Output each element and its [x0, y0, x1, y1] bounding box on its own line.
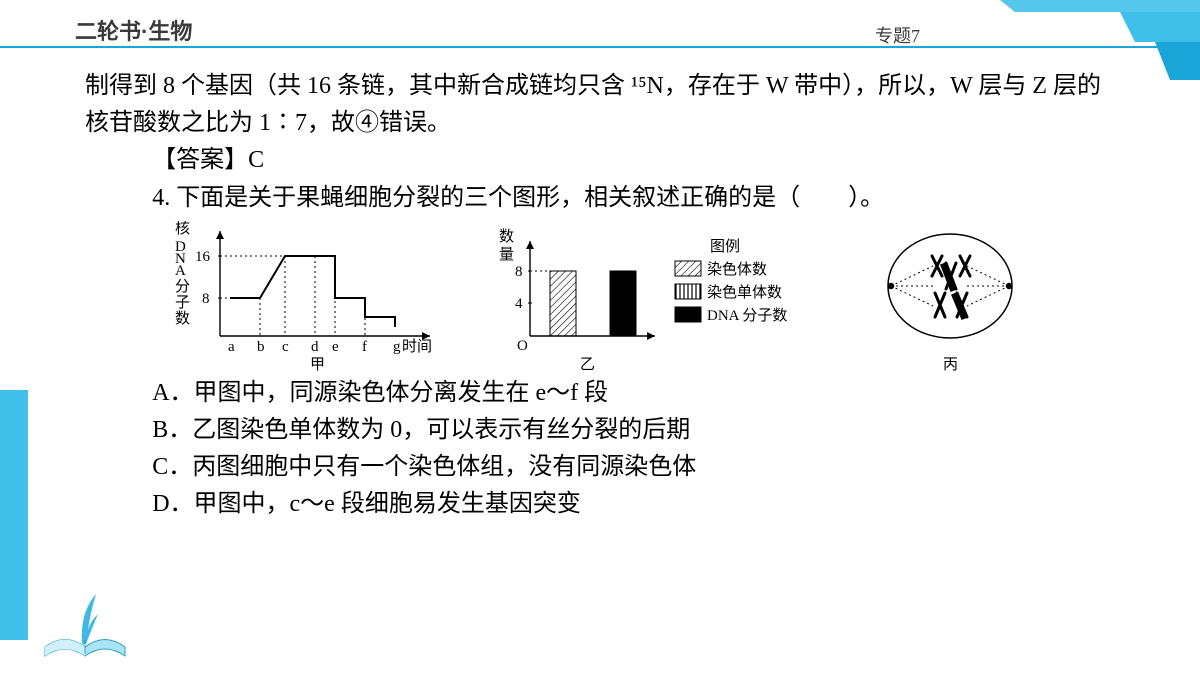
- svg-text:O: O: [517, 338, 528, 354]
- svg-text:染色单体数: 染色单体数: [707, 284, 782, 301]
- chart-jia: 核 DNA 分子数 16 8: [175, 221, 445, 371]
- option-b: B．乙图染色单体数为 0，可以表示有丝分裂的后期: [85, 412, 1115, 449]
- svg-text:a: a: [228, 339, 235, 355]
- option-d: D．甲图中，c～e 段细胞易发生基因突变: [85, 486, 1115, 523]
- svg-text:b: b: [257, 339, 265, 355]
- page-header: 二轮书·生物 专题7: [0, 0, 1200, 48]
- svg-text:丙: 丙: [943, 357, 958, 371]
- svg-text:e: e: [332, 339, 339, 355]
- svg-text:分: 分: [175, 278, 190, 295]
- svg-text:乙: 乙: [580, 357, 595, 371]
- svg-text:16: 16: [195, 249, 211, 265]
- topic-label: 专题7: [875, 22, 920, 48]
- chart-yi: 数量 8 4 O 图例 染色体数 染色单体数: [495, 221, 825, 371]
- diagram-bing: 丙: [875, 221, 1025, 371]
- svg-text:子: 子: [175, 294, 190, 311]
- option-a: A．甲图中，同源染色体分离发生在 e～f 段: [85, 375, 1115, 412]
- figure-row: 核 DNA 分子数 16 8: [175, 221, 1115, 371]
- svg-text:核: 核: [175, 221, 190, 237]
- option-c: C．丙图细胞中只有一个染色体组，没有同源染色体: [85, 449, 1115, 486]
- book-title: 二轮书·生物: [75, 14, 192, 46]
- answer-line: 【答案】C: [85, 142, 1115, 179]
- svg-text:数: 数: [499, 228, 514, 245]
- svg-text:数: 数: [175, 310, 190, 327]
- svg-text:染色体数: 染色体数: [707, 261, 767, 278]
- left-side-decoration: [0, 390, 28, 640]
- svg-text:DNA 分子数: DNA 分子数: [707, 307, 787, 324]
- svg-text:甲: 甲: [310, 357, 325, 371]
- svg-text:时间: 时间: [402, 338, 432, 355]
- svg-text:c: c: [282, 339, 289, 355]
- svg-text:量: 量: [499, 247, 514, 263]
- question-text: 4. 下面是关于果蝇细胞分裂的三个图形，相关叙述正确的是（ ）。: [85, 180, 1115, 217]
- svg-text:f: f: [362, 339, 367, 355]
- svg-text:8: 8: [202, 291, 210, 307]
- svg-text:d: d: [311, 339, 319, 355]
- svg-text:g: g: [393, 339, 401, 355]
- svg-text:4: 4: [515, 296, 523, 312]
- svg-text:8: 8: [515, 264, 523, 280]
- page-content: 制得到 8 个基因（共 16 条链，其中新合成链均只含 ¹⁵N，存在于 W 带中…: [0, 48, 1200, 524]
- corner-decoration-top: [960, 0, 1200, 80]
- svg-text:图例: 图例: [710, 238, 740, 255]
- book-feather-icon: [40, 592, 130, 662]
- svg-text:A: A: [175, 263, 186, 279]
